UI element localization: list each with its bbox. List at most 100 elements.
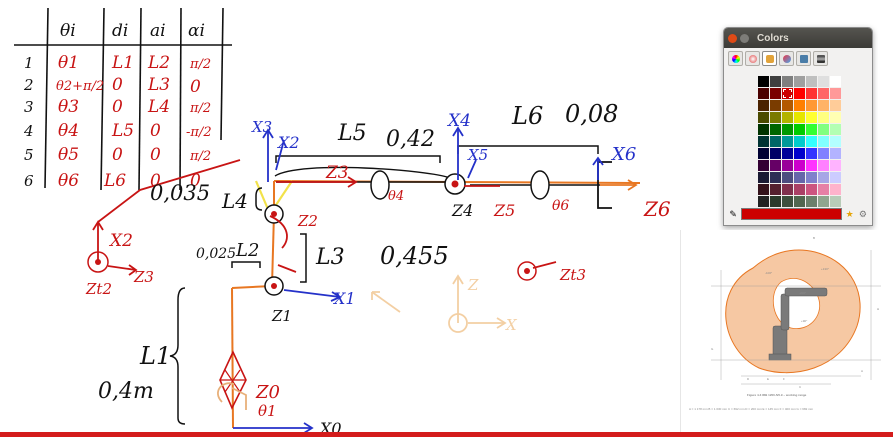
color-swatch[interactable] (806, 184, 817, 195)
color-swatch[interactable] (794, 124, 805, 135)
color-swatch[interactable] (782, 88, 793, 99)
color-swatch[interactable] (830, 184, 841, 195)
color-swatch[interactable] (818, 184, 829, 195)
color-swatch[interactable] (758, 88, 769, 99)
color-swatch[interactable] (794, 184, 805, 195)
color-swatch[interactable] (782, 112, 793, 123)
color-swatch[interactable] (794, 160, 805, 171)
color-swatch[interactable] (806, 196, 817, 207)
color-swatch[interactable] (830, 148, 841, 159)
color-swatch[interactable] (830, 112, 841, 123)
color-swatch[interactable] (818, 124, 829, 135)
color-swatch[interactable] (770, 88, 781, 99)
settings-gear-icon[interactable]: ⚙ (858, 208, 867, 219)
color-swatch[interactable] (770, 196, 781, 207)
color-swatch[interactable] (806, 88, 817, 99)
color-swatch[interactable] (794, 88, 805, 99)
label-x2: X2 (276, 133, 300, 152)
close-icon[interactable] (728, 33, 737, 43)
tab-pencils[interactable] (813, 51, 828, 66)
color-swatch[interactable] (830, 160, 841, 171)
tab-image-colors[interactable] (779, 51, 794, 66)
color-swatch[interactable] (794, 148, 805, 159)
color-swatch[interactable] (782, 136, 793, 147)
current-color-well[interactable] (741, 208, 842, 220)
color-swatch[interactable] (758, 76, 769, 87)
color-swatch[interactable] (758, 100, 769, 111)
color-swatch[interactable] (758, 160, 769, 171)
minimize-icon[interactable] (740, 33, 749, 43)
tab-crayons[interactable] (796, 51, 811, 66)
color-swatch[interactable] (758, 148, 769, 159)
colors-titlebar[interactable]: Colors (724, 28, 872, 48)
document-thumbnail[interactable]: A B C D E F G H +130° -100° -200° +90° F… (680, 230, 893, 437)
favorite-star-icon[interactable]: ★ (845, 208, 854, 219)
color-swatch[interactable] (794, 136, 805, 147)
color-swatch[interactable] (806, 172, 817, 183)
label-x5: X5 (467, 146, 488, 164)
color-swatch[interactable] (806, 76, 817, 87)
color-swatch[interactable] (758, 112, 769, 123)
color-swatch[interactable] (806, 160, 817, 171)
color-swatch[interactable] (770, 184, 781, 195)
color-swatch[interactable] (794, 100, 805, 111)
color-swatch[interactable] (830, 76, 841, 87)
color-swatch[interactable] (794, 112, 805, 123)
color-swatch[interactable] (806, 136, 817, 147)
picker-tabs (724, 48, 872, 69)
color-swatch[interactable] (794, 196, 805, 207)
color-swatch[interactable] (806, 124, 817, 135)
color-swatch[interactable] (782, 172, 793, 183)
color-swatch[interactable] (770, 172, 781, 183)
color-swatch[interactable] (794, 172, 805, 183)
colors-dialog[interactable]: Colors ✎ ★ ⚙ (723, 27, 873, 226)
color-swatch[interactable] (770, 100, 781, 111)
color-swatch[interactable] (830, 172, 841, 183)
color-swatch[interactable] (830, 100, 841, 111)
color-swatch[interactable] (782, 160, 793, 171)
z-axes (92, 159, 638, 410)
color-swatch[interactable] (770, 76, 781, 87)
palette-icon (765, 54, 774, 63)
color-swatch[interactable] (818, 112, 829, 123)
tab-color-wheel[interactable] (728, 51, 743, 66)
color-swatch[interactable] (830, 196, 841, 207)
color-swatch[interactable] (794, 76, 805, 87)
color-palette-grid (758, 76, 841, 225)
color-swatch[interactable] (782, 184, 793, 195)
color-swatch[interactable] (806, 148, 817, 159)
color-swatch[interactable] (806, 112, 817, 123)
color-swatch[interactable] (818, 196, 829, 207)
color-swatch[interactable] (818, 88, 829, 99)
color-swatch[interactable] (758, 196, 769, 207)
color-swatch[interactable] (782, 100, 793, 111)
color-swatch[interactable] (818, 100, 829, 111)
color-swatch[interactable] (830, 136, 841, 147)
color-swatch[interactable] (770, 112, 781, 123)
color-swatch[interactable] (770, 136, 781, 147)
color-swatch[interactable] (818, 76, 829, 87)
color-swatch[interactable] (770, 148, 781, 159)
eyedropper-icon[interactable]: ✎ (729, 208, 737, 219)
color-swatch[interactable] (782, 196, 793, 207)
color-swatch[interactable] (818, 160, 829, 171)
color-swatch[interactable] (818, 148, 829, 159)
color-swatch[interactable] (770, 160, 781, 171)
color-swatch[interactable] (758, 184, 769, 195)
color-swatch[interactable] (782, 148, 793, 159)
color-swatch[interactable] (818, 172, 829, 183)
color-swatch[interactable] (758, 124, 769, 135)
color-swatch[interactable] (830, 124, 841, 135)
color-swatch[interactable] (758, 136, 769, 147)
color-swatch[interactable] (830, 88, 841, 99)
color-swatch[interactable] (782, 76, 793, 87)
cell-a: 0 (150, 121, 161, 141)
color-swatch[interactable] (806, 100, 817, 111)
color-swatch[interactable] (758, 172, 769, 183)
tab-color-palettes[interactable] (762, 51, 777, 66)
color-swatch[interactable] (782, 124, 793, 135)
tab-color-sliders[interactable] (745, 51, 760, 66)
color-swatch[interactable] (818, 136, 829, 147)
color-swatch[interactable] (770, 124, 781, 135)
